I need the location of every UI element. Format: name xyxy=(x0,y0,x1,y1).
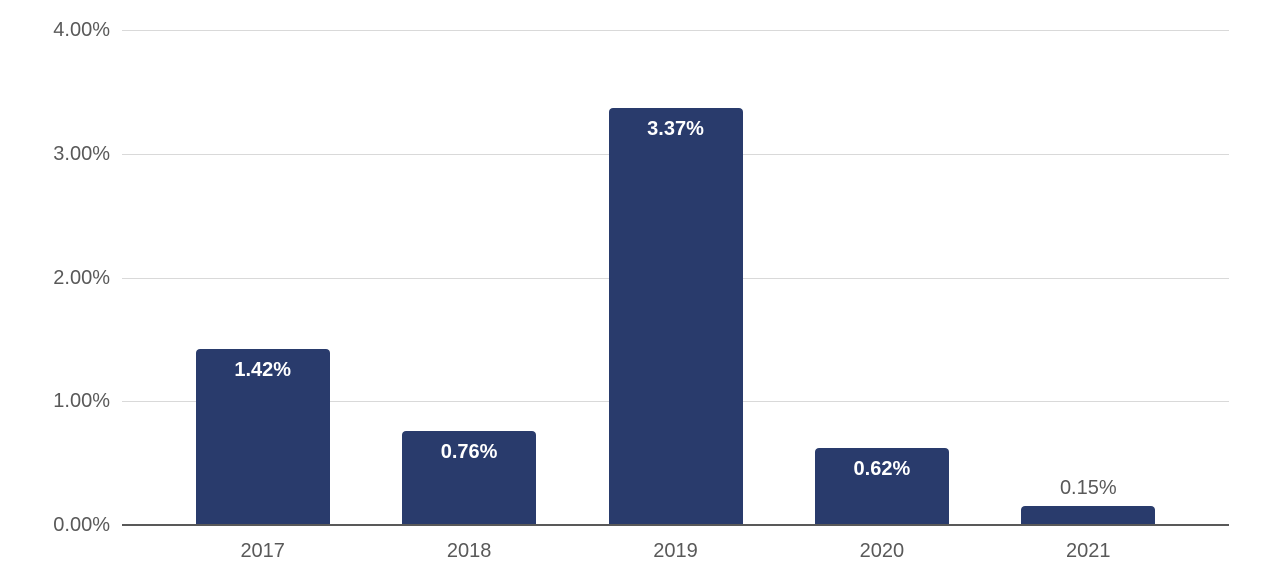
bar-value-label-2019: 3.37% xyxy=(647,117,704,140)
y-axis-label: 4.00% xyxy=(53,19,110,41)
x-axis-label-2017: 2017 xyxy=(240,540,285,562)
bar-value-label-2021: 0.15% xyxy=(1059,477,1117,500)
bar-value-label-2017: 1.42% xyxy=(234,359,292,382)
bar-2020: 0.62% xyxy=(814,448,949,525)
bar-2018: 0.76% xyxy=(402,430,537,525)
y-axis-label: 2.00% xyxy=(53,266,110,289)
bar-2021 xyxy=(1021,506,1156,525)
y-axis-label: 0.00% xyxy=(53,514,110,536)
bar-2017: 1.42% xyxy=(195,349,330,525)
y-axis-label: 1.00% xyxy=(53,390,110,413)
x-axis-label-2021: 2021 xyxy=(1066,540,1111,562)
bar-2019: 3.37% xyxy=(608,107,743,525)
gridline-4.00% xyxy=(122,30,1229,31)
bar-value-label-2020: 0.62% xyxy=(853,458,911,481)
x-axis-label-2019: 2019 xyxy=(653,540,698,562)
x-axis-label-2018: 2018 xyxy=(446,540,492,562)
bar-value-label-2018: 0.76% xyxy=(440,440,498,463)
x-axis-line xyxy=(122,524,1229,526)
y-axis-label: 3.00% xyxy=(53,142,110,165)
plot-area: 1.42% 0.76% 3.37% 0.62% 0.15% xyxy=(122,30,1229,526)
x-axis-label-2020: 2020 xyxy=(859,540,905,562)
